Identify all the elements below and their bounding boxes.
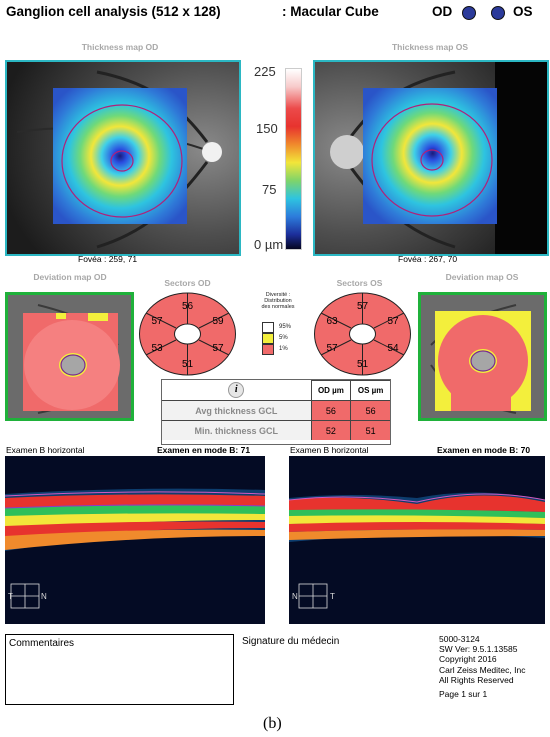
signature-label: Signature du médecin (242, 636, 340, 647)
bscan-od-left-orient: T (8, 592, 13, 601)
info-line-1: 5000-3124 (439, 634, 480, 644)
bscan-od-right-orient: N (41, 592, 47, 601)
sector-od-bottom-right: 57 (212, 343, 224, 354)
os-label: OS (513, 4, 533, 19)
legend-swatch-95 (262, 322, 274, 333)
sectors-od-title: Sectors OD (164, 278, 211, 288)
info-line-2: SW Ver: 9.5.1.13585 (439, 644, 518, 655)
normative-legend: Diversité : Distribution des normales (253, 292, 303, 310)
thickness-map-od-title: Thickness map OD (81, 42, 159, 52)
info-line-5: All Rights Reserved (439, 674, 514, 685)
thickness-map-od (5, 60, 241, 256)
comments-box[interactable]: Commentaires (5, 634, 234, 705)
scale-tick-225: 225 (254, 64, 276, 79)
deviation-map-od (5, 292, 134, 421)
column-os-header: OS µm (350, 380, 390, 401)
deviation-map-os (418, 292, 547, 421)
sector-od-top-left: 57 (151, 316, 163, 327)
od-label: OD (432, 4, 453, 19)
legend-swatch-1 (262, 344, 274, 355)
thickness-map-os (313, 60, 549, 256)
row-avg-label: Avg thickness GCL (162, 400, 312, 421)
sector-os-top-right: 57 (387, 316, 399, 327)
legend-title-3: des normales (261, 304, 295, 310)
fovea-os-coords: Fovéa : 267, 70 (398, 254, 458, 264)
sector-os-bottom: 51 (357, 359, 369, 370)
fovea-od-coords: Fovéa : 259, 71 (78, 254, 138, 264)
legend-label-5: 5% (279, 335, 288, 341)
scale-tick-0: 0 µm (254, 237, 284, 252)
deviation-map-od-title: Deviation map OD (33, 272, 107, 282)
bscan-os-index: Examen en mode B: 70 (437, 445, 531, 455)
bscan-os-image: N T (289, 456, 545, 624)
legend-label-1: 1% (279, 346, 288, 352)
bscan-os-right-orient: T (330, 592, 335, 601)
row-min-od: 52 (310, 420, 352, 440)
software-info: 5000-3124 SW Ver: 9.5.1.13585 Copyright … (439, 634, 525, 699)
sector-diagram-od: 56 59 57 51 53 57 (139, 292, 236, 376)
report-title: Ganglion cell analysis (512 x 128) (6, 4, 221, 19)
info-line-4: Carl Zeiss Meditec, Inc (439, 664, 526, 675)
sector-os-bottom-right: 54 (387, 343, 399, 354)
bscan-od-index: Examen en mode B: 71 (157, 445, 251, 455)
bscan-os-type: Examen B horizontal (290, 445, 369, 455)
sector-od-bottom-left: 53 (151, 343, 163, 354)
thickness-color-scale (285, 68, 302, 250)
gcl-thickness-table: i OD µm OS µm Avg thickness GCL 56 56 Mi… (161, 379, 391, 445)
os-eye-icon (491, 6, 505, 20)
legend-title-2: Distribution (264, 298, 292, 304)
bscan-od-type: Examen B horizontal (6, 445, 85, 455)
scan-type-label: : Macular Cube (282, 4, 379, 19)
thickness-map-os-title: Thickness map OS (391, 42, 469, 52)
sectors-os-title: Sectors OS (336, 278, 383, 288)
scale-tick-75: 75 (262, 182, 277, 197)
row-avg-od: 56 (310, 400, 352, 421)
scale-tick-150: 150 (256, 121, 278, 136)
row-avg-os: 56 (350, 400, 390, 421)
sector-od-bottom: 51 (182, 359, 194, 370)
info-line-3: Copyright 2016 (439, 654, 497, 665)
column-od-header: OD µm (310, 380, 352, 401)
od-eye-icon (462, 6, 476, 20)
sector-od-top: 56 (182, 301, 194, 312)
legend-swatch-5 (262, 333, 274, 344)
table-header-info-cell: i (162, 380, 312, 401)
sector-os-top-left: 63 (326, 316, 338, 327)
deviation-map-os-title: Deviation map OS (445, 272, 519, 282)
info-icon[interactable]: i (228, 382, 245, 399)
sector-diagram-os: 57 57 54 51 57 63 (314, 292, 411, 376)
bscan-od-image: T N (5, 456, 265, 624)
figure-label: (b) (263, 715, 282, 732)
sector-od-top-right: 59 (212, 316, 224, 327)
row-min-label: Min. thickness GCL (162, 420, 312, 440)
row-min-os: 51 (350, 420, 390, 440)
sector-os-top: 57 (357, 301, 369, 312)
page-indicator: Page 1 sur 1 (439, 689, 488, 700)
legend-title-1: Diversité : (265, 292, 291, 298)
bscan-os-left-orient: N (292, 592, 298, 601)
sector-os-bottom-left: 57 (326, 343, 338, 354)
comments-label: Commentaires (9, 638, 75, 649)
legend-label-95: 95% (279, 324, 292, 330)
